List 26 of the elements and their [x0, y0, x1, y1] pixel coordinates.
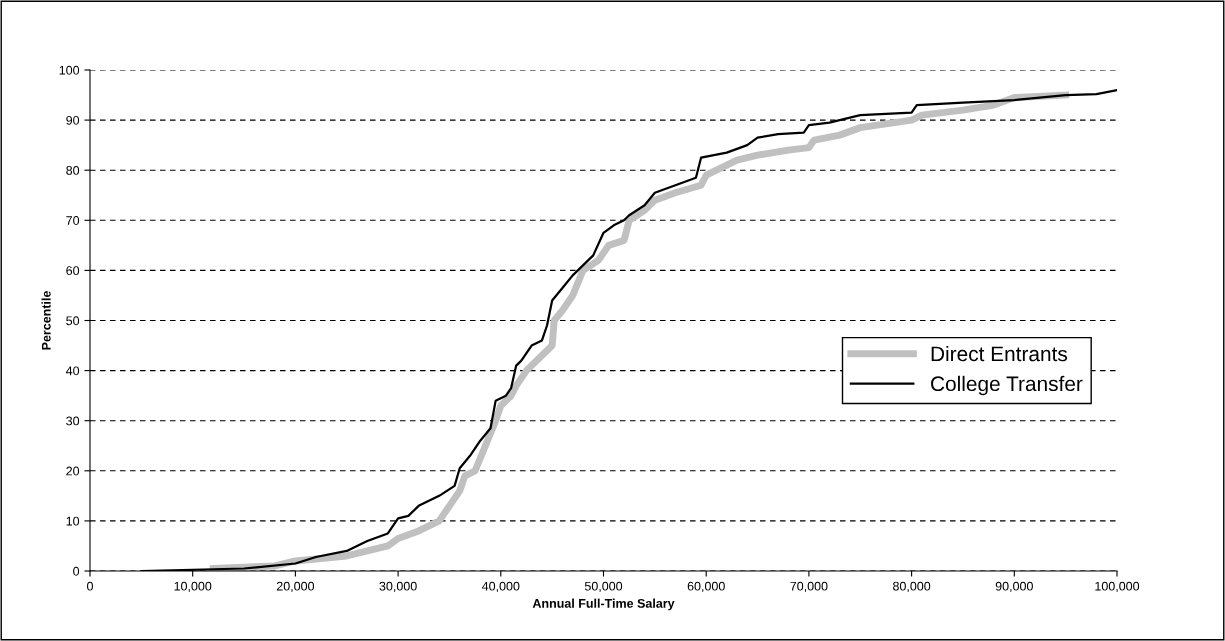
y-tick-label: 100: [59, 65, 80, 75]
y-tick-label: 30: [66, 416, 80, 426]
y-tick-label: 0: [73, 566, 80, 576]
x-tick-label: 10,000: [174, 581, 212, 593]
y-tick-label: 80: [66, 166, 80, 175]
x-tick-label: 50,000: [584, 581, 623, 593]
x-tick-label: 70,000: [790, 581, 828, 593]
y-tick-label: 20: [66, 466, 80, 476]
y-tick-label: 10: [66, 516, 80, 526]
x-tick-label: 0: [87, 581, 93, 591]
x-tick-label: 20,000: [276, 581, 315, 593]
y-tick-label: 70: [66, 216, 80, 225]
x-axis-title: Annual Full-Time Salary: [532, 598, 675, 611]
x-tick-label: 80,000: [893, 581, 931, 593]
x-tick-label: 40,000: [481, 581, 520, 593]
y-axis-title: Percentile: [41, 291, 51, 350]
y-tick-label: 60: [66, 266, 80, 276]
legend-label: College Transfer: [931, 375, 1083, 396]
y-tick-label: 40: [65, 366, 80, 376]
x-tick-label: 90,000: [995, 581, 1033, 593]
y-tick-label: 50: [66, 316, 80, 326]
y-tick-label: 90: [66, 115, 80, 125]
x-tick-label: 60,000: [687, 581, 725, 593]
legend-label: Direct Entrants: [931, 345, 1068, 362]
x-tick-label: 30,000: [379, 581, 417, 593]
x-tick-label: 100,000: [1095, 581, 1140, 593]
